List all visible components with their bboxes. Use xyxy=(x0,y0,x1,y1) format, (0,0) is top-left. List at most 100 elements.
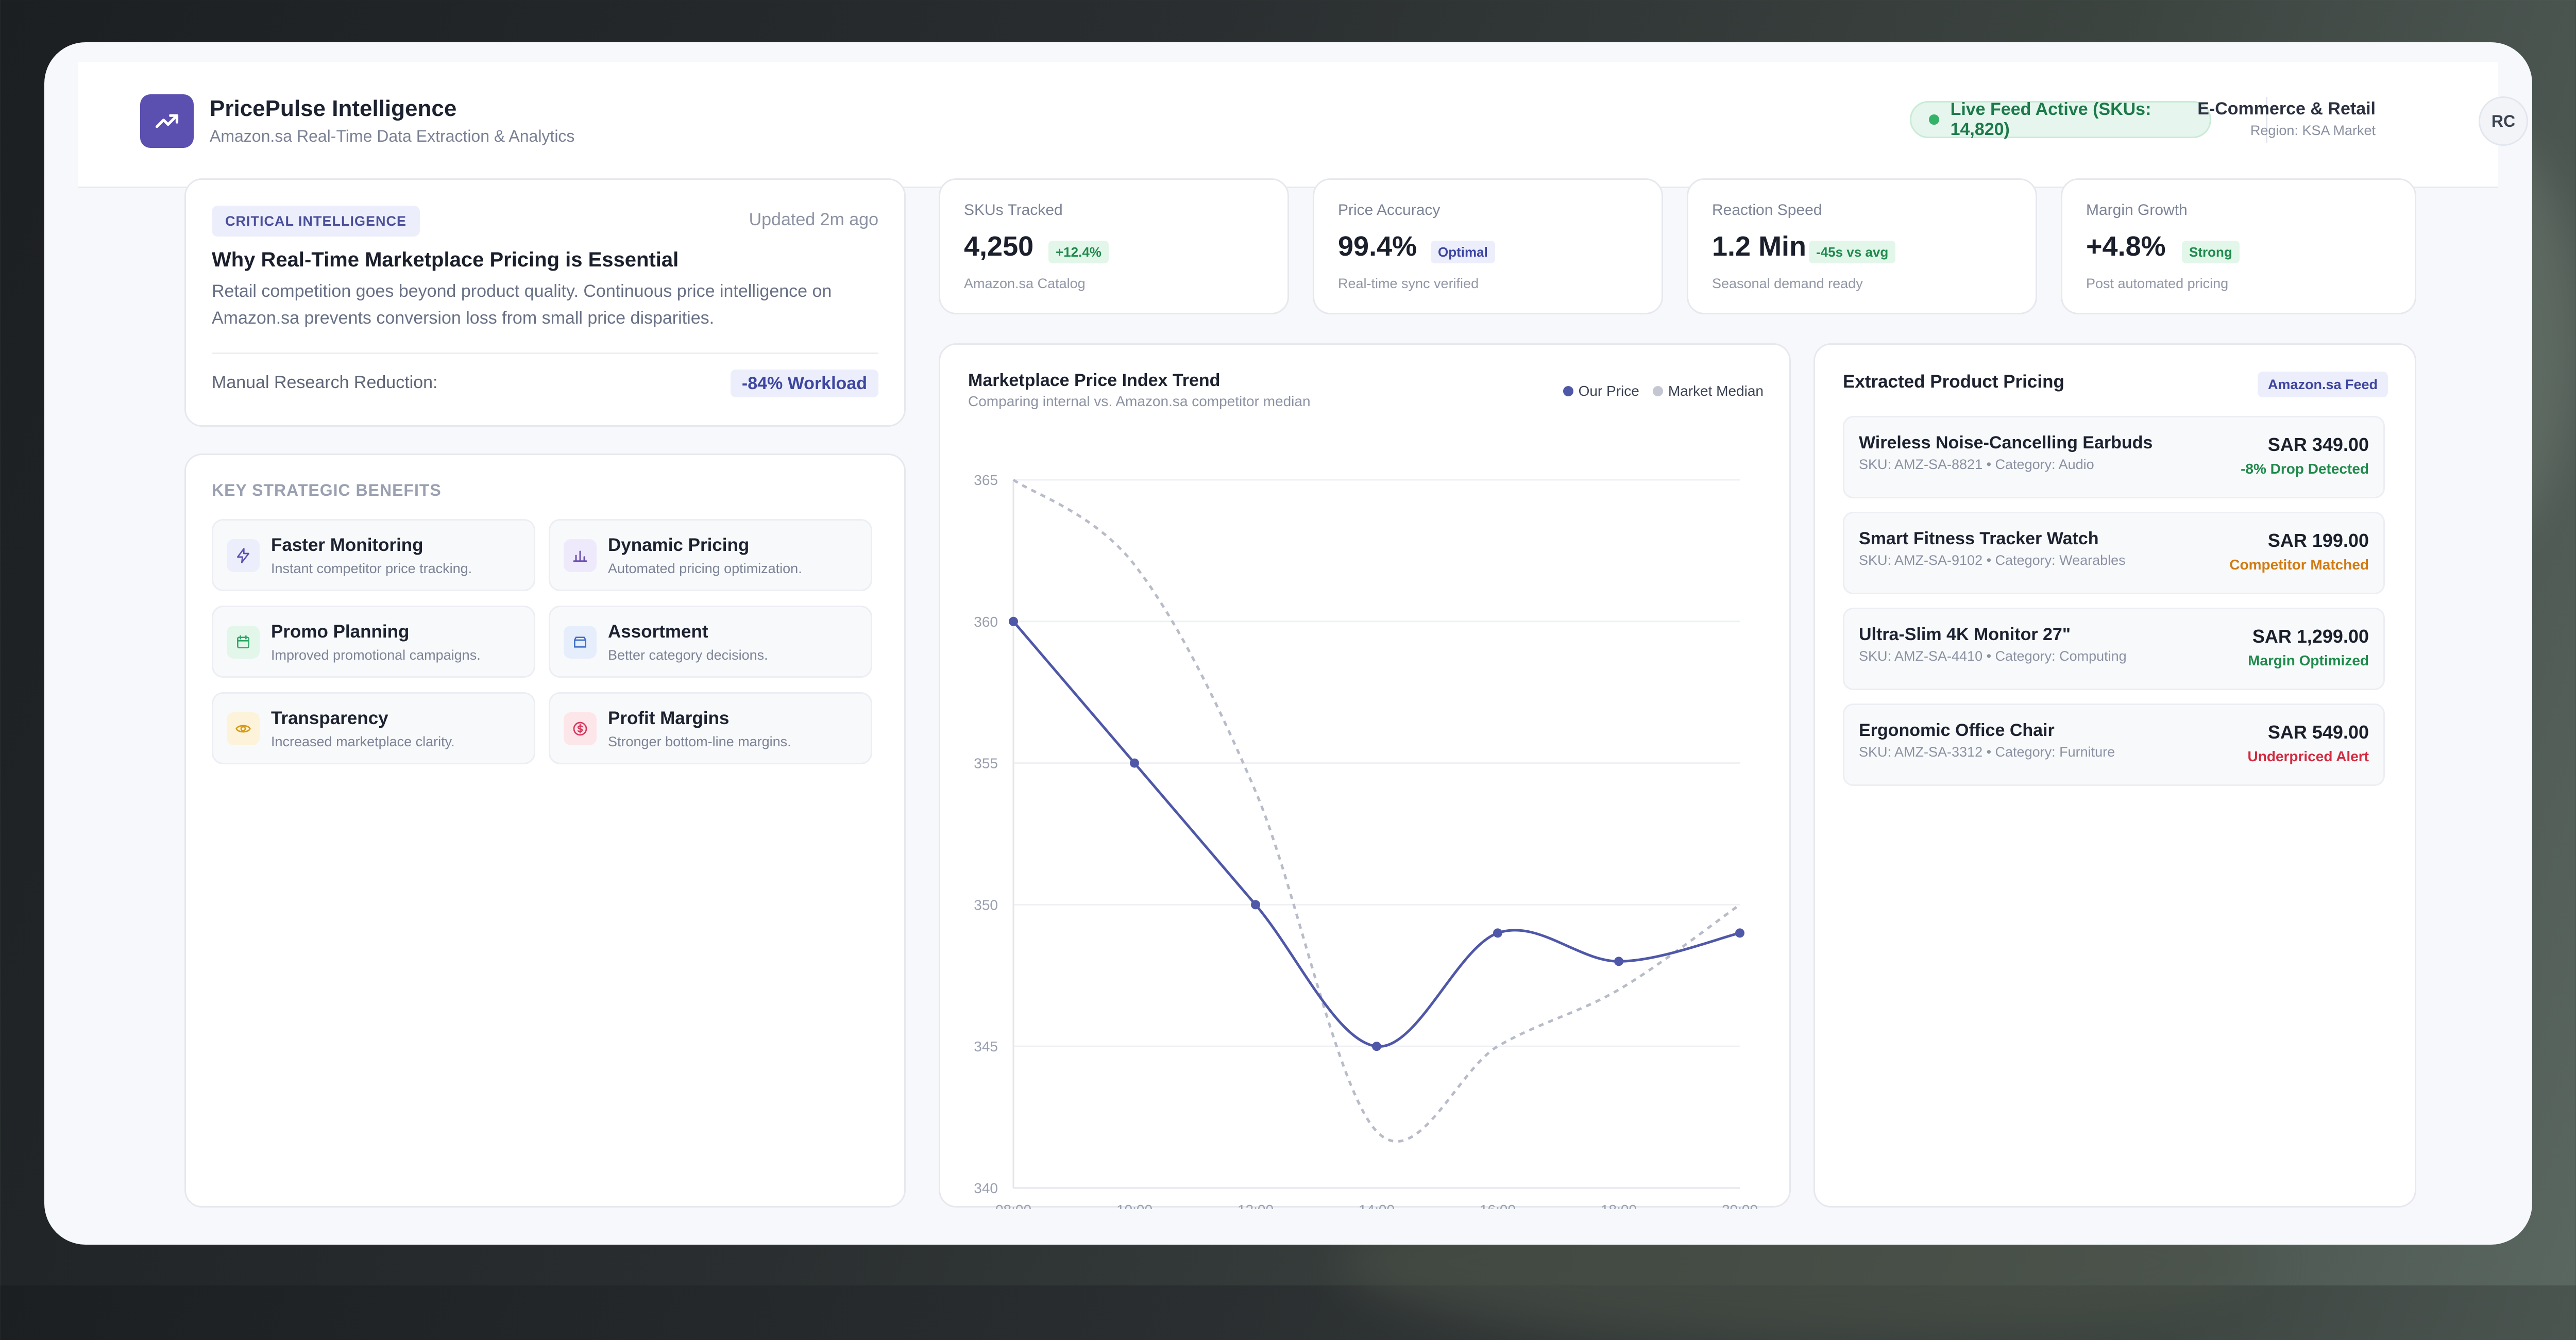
product-sku: SKU: AMZ-SA-9102 • Category: Wearables xyxy=(1859,552,2126,568)
product-row[interactable]: Smart Fitness Tracker Watch SKU: AMZ-SA-… xyxy=(1843,512,2385,594)
chart-subtitle: Comparing internal vs. Amazon.sa competi… xyxy=(968,393,1311,409)
kpi-label: Price Accuracy xyxy=(1338,202,1440,219)
legend-label-market-median: Market Median xyxy=(1668,383,1764,399)
extracted-pricing-card: Extracted Product Pricing Amazon.sa Feed… xyxy=(1814,343,2416,1208)
kpi-subtitle: Seasonal demand ready xyxy=(1712,276,1863,291)
benefit-title: Profit Margins xyxy=(608,708,730,728)
benefit-title: Transparency xyxy=(271,708,388,728)
x-tick-label: 14:00 xyxy=(1359,1202,1395,1209)
user-avatar[interactable]: RC xyxy=(2479,96,2528,146)
kpi-subtitle: Real-time sync verified xyxy=(1338,276,1479,291)
calendar-icon xyxy=(227,626,260,659)
price-index-chart-card: Marketplace Price Index Trend Comparing … xyxy=(939,343,1791,1209)
line-chart: 340 345 350 355 360 365 08:00 10:00 12:00 14:00 16… xyxy=(974,472,1758,1209)
benefits-card: KEY STRATEGIC BENEFITS Faster Monitoring… xyxy=(184,454,906,1208)
metric-label: Manual Research Reduction: xyxy=(212,373,438,392)
x-tick-label: 08:00 xyxy=(995,1202,1031,1209)
x-tick-label: 16:00 xyxy=(1480,1202,1516,1209)
benefit-item-promo-planning[interactable]: Promo Planning Improved promotional camp… xyxy=(212,606,535,678)
benefit-subtitle: Automated pricing optimization. xyxy=(608,561,802,576)
product-name: Ultra-Slim 4K Monitor 27" xyxy=(1859,625,2071,644)
live-status-text: Live Feed Active (SKUs: 14,820) xyxy=(1950,99,2151,139)
segment-title: E-Commerce & Retail xyxy=(2197,99,2376,119)
kpi-badge: Strong xyxy=(2182,241,2240,263)
kpi-value: 4,250 xyxy=(964,231,1034,262)
y-tick-label: 360 xyxy=(974,614,998,630)
kpi-value: 99.4% xyxy=(1338,231,1417,262)
benefit-title: Assortment xyxy=(608,622,708,642)
kpi-subtitle: Post automated pricing xyxy=(2086,276,2229,291)
card-divider xyxy=(212,353,878,354)
product-name: Ergonomic Office Chair xyxy=(1859,721,2055,740)
kpi-label: SKUs Tracked xyxy=(964,202,1063,219)
benefit-item-profit-margins[interactable]: Profit Margins Stronger bottom-line marg… xyxy=(549,692,872,764)
product-name: Smart Fitness Tracker Watch xyxy=(1859,529,2099,548)
metric-value-badge: -84% Workload xyxy=(730,370,878,397)
product-price: SAR 199.00 xyxy=(2267,530,2369,551)
benefit-title: Promo Planning xyxy=(271,622,410,642)
trend-up-icon xyxy=(140,94,194,148)
bar-chart-icon xyxy=(564,539,597,572)
benefit-title: Faster Monitoring xyxy=(271,535,423,555)
x-tick-label: 12:00 xyxy=(1238,1202,1274,1209)
y-tick-label: 350 xyxy=(974,897,998,913)
header-divider xyxy=(2266,97,2267,143)
product-sku: SKU: AMZ-SA-3312 • Category: Furniture xyxy=(1859,744,2115,760)
data-point-our-price xyxy=(1372,1042,1381,1051)
x-tick-label: 10:00 xyxy=(1116,1202,1153,1209)
product-row[interactable]: Ultra-Slim 4K Monitor 27" SKU: AMZ-SA-44… xyxy=(1843,608,2385,690)
kpi-card-price-accuracy: Price Accuracy 99.4% Optimal Real-time s… xyxy=(1313,178,1663,314)
data-point-our-price xyxy=(1735,928,1744,938)
app-title: PricePulse Intelligence xyxy=(210,96,457,121)
data-point-our-price xyxy=(1251,900,1260,910)
kpi-badge: -45s vs avg xyxy=(1809,241,1896,263)
segment-region: Region: KSA Market xyxy=(2250,123,2376,138)
data-point-our-price xyxy=(1614,957,1623,966)
benefit-subtitle: Increased marketplace clarity. xyxy=(271,734,455,749)
product-status: Underpriced Alert xyxy=(2247,748,2369,764)
product-row[interactable]: Ergonomic Office Chair SKU: AMZ-SA-3312 … xyxy=(1843,703,2385,786)
product-status: Margin Optimized xyxy=(2248,652,2369,668)
benefit-subtitle: Stronger bottom-line margins. xyxy=(608,734,791,749)
kpi-subtitle: Amazon.sa Catalog xyxy=(964,276,1086,291)
kpi-badge: +12.4% xyxy=(1048,241,1109,263)
kpi-badge: Optimal xyxy=(1431,241,1495,263)
legend-dot-market-median xyxy=(1652,386,1663,396)
benefit-subtitle: Better category decisions. xyxy=(608,647,768,663)
product-row[interactable]: Wireless Noise-Cancelling Earbuds SKU: A… xyxy=(1843,416,2385,498)
kpi-card-skus-tracked: SKUs Tracked 4,250 +12.4% Amazon.sa Cata… xyxy=(939,178,1289,314)
kpi-label: Margin Growth xyxy=(2086,202,2188,219)
y-tick-label: 365 xyxy=(974,472,998,488)
feed-badge: Amazon.sa Feed xyxy=(2257,372,2388,397)
x-tick-label: 20:00 xyxy=(1722,1202,1758,1209)
benefit-item-assortment[interactable]: Assortment Better category decisions. xyxy=(549,606,872,678)
y-tick-label: 345 xyxy=(974,1038,998,1054)
eye-icon xyxy=(227,712,260,745)
chart-legend: Our Price Market Median xyxy=(1563,383,1764,399)
product-sku: SKU: AMZ-SA-8821 • Category: Audio xyxy=(1859,457,2094,472)
products-title: Extracted Product Pricing xyxy=(1843,372,2064,392)
app-header: PricePulse Intelligence Amazon.sa Real-T… xyxy=(78,62,2528,188)
box-icon xyxy=(564,626,597,659)
critical-intelligence-card: CRITICAL INTELLIGENCE Updated 2m ago Why… xyxy=(184,178,906,427)
series-line-our-price xyxy=(1012,621,1740,1048)
kpi-label: Reaction Speed xyxy=(1712,202,1822,219)
live-status-badge[interactable]: Live Feed Active (SKUs: 14,820) xyxy=(1910,99,2211,139)
data-point-our-price xyxy=(1130,758,1139,768)
updated-timestamp: Updated 2m ago xyxy=(749,210,878,229)
benefit-title: Dynamic Pricing xyxy=(608,535,750,555)
benefit-item-transparency[interactable]: Transparency Increased marketplace clari… xyxy=(212,692,535,764)
benefit-subtitle: Instant competitor price tracking. xyxy=(271,561,472,576)
product-sku: SKU: AMZ-SA-4410 • Category: Computing xyxy=(1859,648,2127,664)
kpi-value: +4.8% xyxy=(2086,231,2166,262)
legend-label-our-price: Our Price xyxy=(1578,383,1639,399)
benefit-item-faster-monitoring[interactable]: Faster Monitoring Instant competitor pri… xyxy=(212,519,535,591)
product-price: SAR 349.00 xyxy=(2267,434,2369,455)
dashboard-window: PricePulse Intelligence Amazon.sa Real-T… xyxy=(44,42,2532,1245)
lightning-icon xyxy=(227,539,260,572)
data-point-our-price xyxy=(1493,928,1502,938)
benefit-item-dynamic-pricing[interactable]: Dynamic Pricing Automated pricing optimi… xyxy=(549,519,872,591)
kpi-card-margin-growth: Margin Growth +4.8% Strong Post automate… xyxy=(2061,178,2416,314)
data-point-our-price xyxy=(1009,616,1018,626)
product-name: Wireless Noise-Cancelling Earbuds xyxy=(1859,433,2153,453)
